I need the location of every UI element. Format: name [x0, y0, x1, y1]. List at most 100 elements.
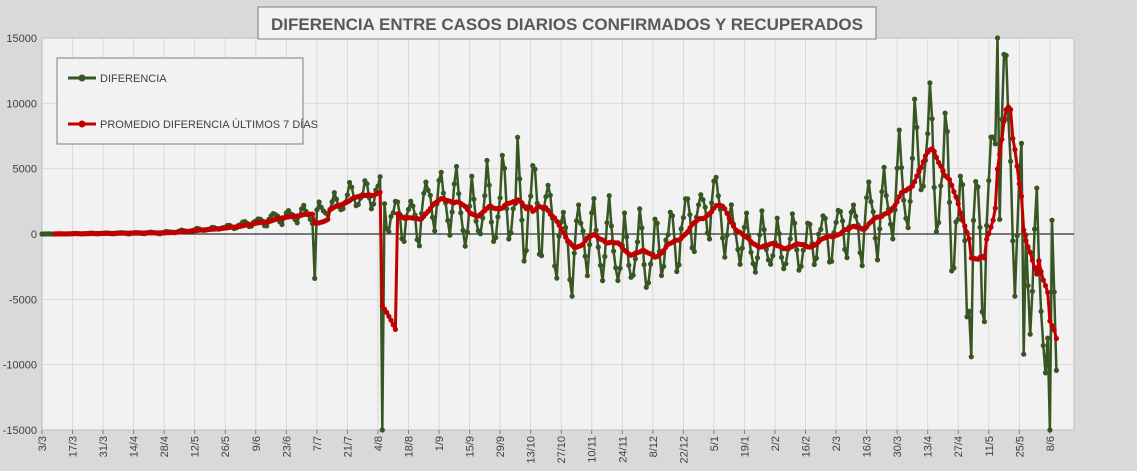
data-point-diferencia — [456, 191, 462, 197]
data-point-diferencia — [1012, 293, 1018, 299]
data-point-diferencia — [1034, 185, 1040, 191]
data-point-diferencia — [798, 263, 804, 269]
data-point-diferencia — [626, 262, 632, 268]
data-point-promedio — [994, 166, 1001, 172]
data-point-diferencia — [301, 202, 307, 208]
data-point-diferencia — [469, 173, 475, 179]
data-point-diferencia — [973, 179, 979, 185]
data-point-diferencia — [563, 224, 569, 231]
legend: DIFERENCIA PROMEDIO DIFERENCIA ÚLTIMOS 7… — [56, 57, 318, 145]
data-point-promedio — [951, 189, 957, 195]
data-point-diferencia — [408, 198, 414, 204]
y-tick-label: -15000 — [3, 425, 37, 437]
data-point-diferencia — [621, 210, 628, 216]
data-point-diferencia — [447, 232, 453, 238]
data-point-diferencia — [981, 319, 988, 325]
x-tick-label: 24/11 — [617, 436, 629, 463]
data-point-diferencia — [816, 231, 822, 237]
data-point-diferencia — [477, 231, 484, 237]
data-point-diferencia — [355, 201, 361, 208]
legend-label-promedio: PROMEDIO DIFERENCIA ÚLTIMOS 7 DÍAS — [100, 118, 318, 131]
data-point-diferencia — [349, 184, 355, 190]
data-point-diferencia — [639, 225, 645, 231]
data-point-diferencia — [700, 197, 706, 203]
data-point-diferencia — [938, 183, 944, 189]
data-point-diferencia — [706, 236, 713, 242]
data-point-promedio — [916, 169, 922, 175]
data-point-diferencia — [912, 96, 918, 102]
data-point-promedio — [909, 183, 916, 189]
data-point-diferencia — [630, 272, 636, 278]
data-point-diferencia — [486, 182, 492, 188]
data-point-diferencia — [857, 250, 863, 256]
series-promedio — [52, 104, 1059, 342]
data-point-diferencia — [748, 249, 754, 255]
data-point-diferencia — [539, 253, 545, 259]
data-point-promedio — [1018, 193, 1025, 199]
data-point-diferencia — [1045, 335, 1051, 341]
data-point-diferencia — [909, 155, 916, 161]
y-tick-label: 10000 — [6, 98, 37, 110]
data-point-promedio — [554, 218, 560, 224]
data-point-diferencia — [870, 209, 876, 215]
data-point-diferencia — [759, 208, 765, 214]
data-point-diferencia — [833, 219, 839, 225]
data-point-diferencia — [859, 263, 865, 269]
data-point-diferencia — [920, 183, 926, 189]
data-point-diferencia — [757, 232, 763, 238]
data-point-promedio — [726, 215, 732, 221]
x-tick-label: 26/5 — [220, 436, 232, 457]
data-point-diferencia — [608, 223, 615, 229]
data-point-diferencia — [364, 181, 370, 187]
data-point-promedio — [386, 313, 392, 319]
legend-entry-promedio: PROMEDIO DIFERENCIA ÚLTIMOS 7 DÍAS — [68, 118, 318, 131]
data-point-promedio — [992, 205, 998, 211]
data-point-diferencia — [611, 248, 617, 254]
data-point-promedio — [392, 326, 398, 332]
data-point-diferencia — [645, 280, 652, 286]
x-tick-label: 2/3 — [831, 436, 843, 451]
data-point-promedio — [1012, 146, 1018, 153]
data-point-diferencia — [440, 190, 446, 196]
data-point-diferencia — [471, 196, 477, 202]
data-point-diferencia — [881, 164, 887, 170]
data-point-diferencia — [750, 261, 756, 267]
data-point-diferencia — [1032, 226, 1038, 232]
x-axis: 3/3 17/3 31/3 14/4 28/4 12/5 26/5 9/6 23/6 7/7 21/… — [37, 430, 1057, 464]
data-point-promedio — [960, 217, 966, 224]
data-point-diferencia — [741, 224, 748, 230]
data-point-diferencia — [929, 116, 935, 122]
data-point-diferencia — [499, 152, 505, 158]
data-point-diferencia — [936, 219, 942, 226]
data-point-diferencia — [778, 254, 785, 260]
x-tick-label: 5/1 — [709, 436, 721, 451]
data-point-diferencia — [844, 255, 850, 261]
data-point-diferencia — [423, 179, 429, 185]
data-point-diferencia — [580, 228, 586, 234]
data-point-diferencia — [523, 247, 529, 254]
data-point-diferencia — [774, 215, 780, 221]
x-tick-label: 14/4 — [129, 436, 141, 457]
data-point-diferencia — [593, 227, 599, 233]
data-point-diferencia — [1021, 351, 1027, 357]
data-point-diferencia — [445, 217, 451, 224]
data-point-promedio — [949, 182, 955, 188]
x-tick-label: 27/10 — [556, 436, 568, 464]
data-point-promedio — [377, 189, 383, 195]
data-point-promedio — [1045, 289, 1051, 295]
data-point-promedio — [953, 194, 959, 200]
data-point-diferencia — [914, 124, 920, 130]
data-point-diferencia — [663, 237, 669, 243]
data-point-diferencia — [715, 193, 721, 199]
data-point-diferencia — [840, 218, 846, 224]
data-point-diferencia — [968, 354, 974, 360]
data-point-diferencia — [872, 235, 878, 241]
data-point-promedio — [1051, 327, 1057, 333]
data-point-promedio — [999, 136, 1005, 142]
data-point-diferencia — [484, 157, 490, 164]
data-point-diferencia — [658, 272, 665, 279]
legend-entry-diferencia: DIFERENCIA — [68, 73, 167, 85]
data-point-diferencia — [390, 210, 396, 216]
data-point-diferencia — [781, 266, 787, 272]
data-point-promedio — [1023, 237, 1029, 244]
